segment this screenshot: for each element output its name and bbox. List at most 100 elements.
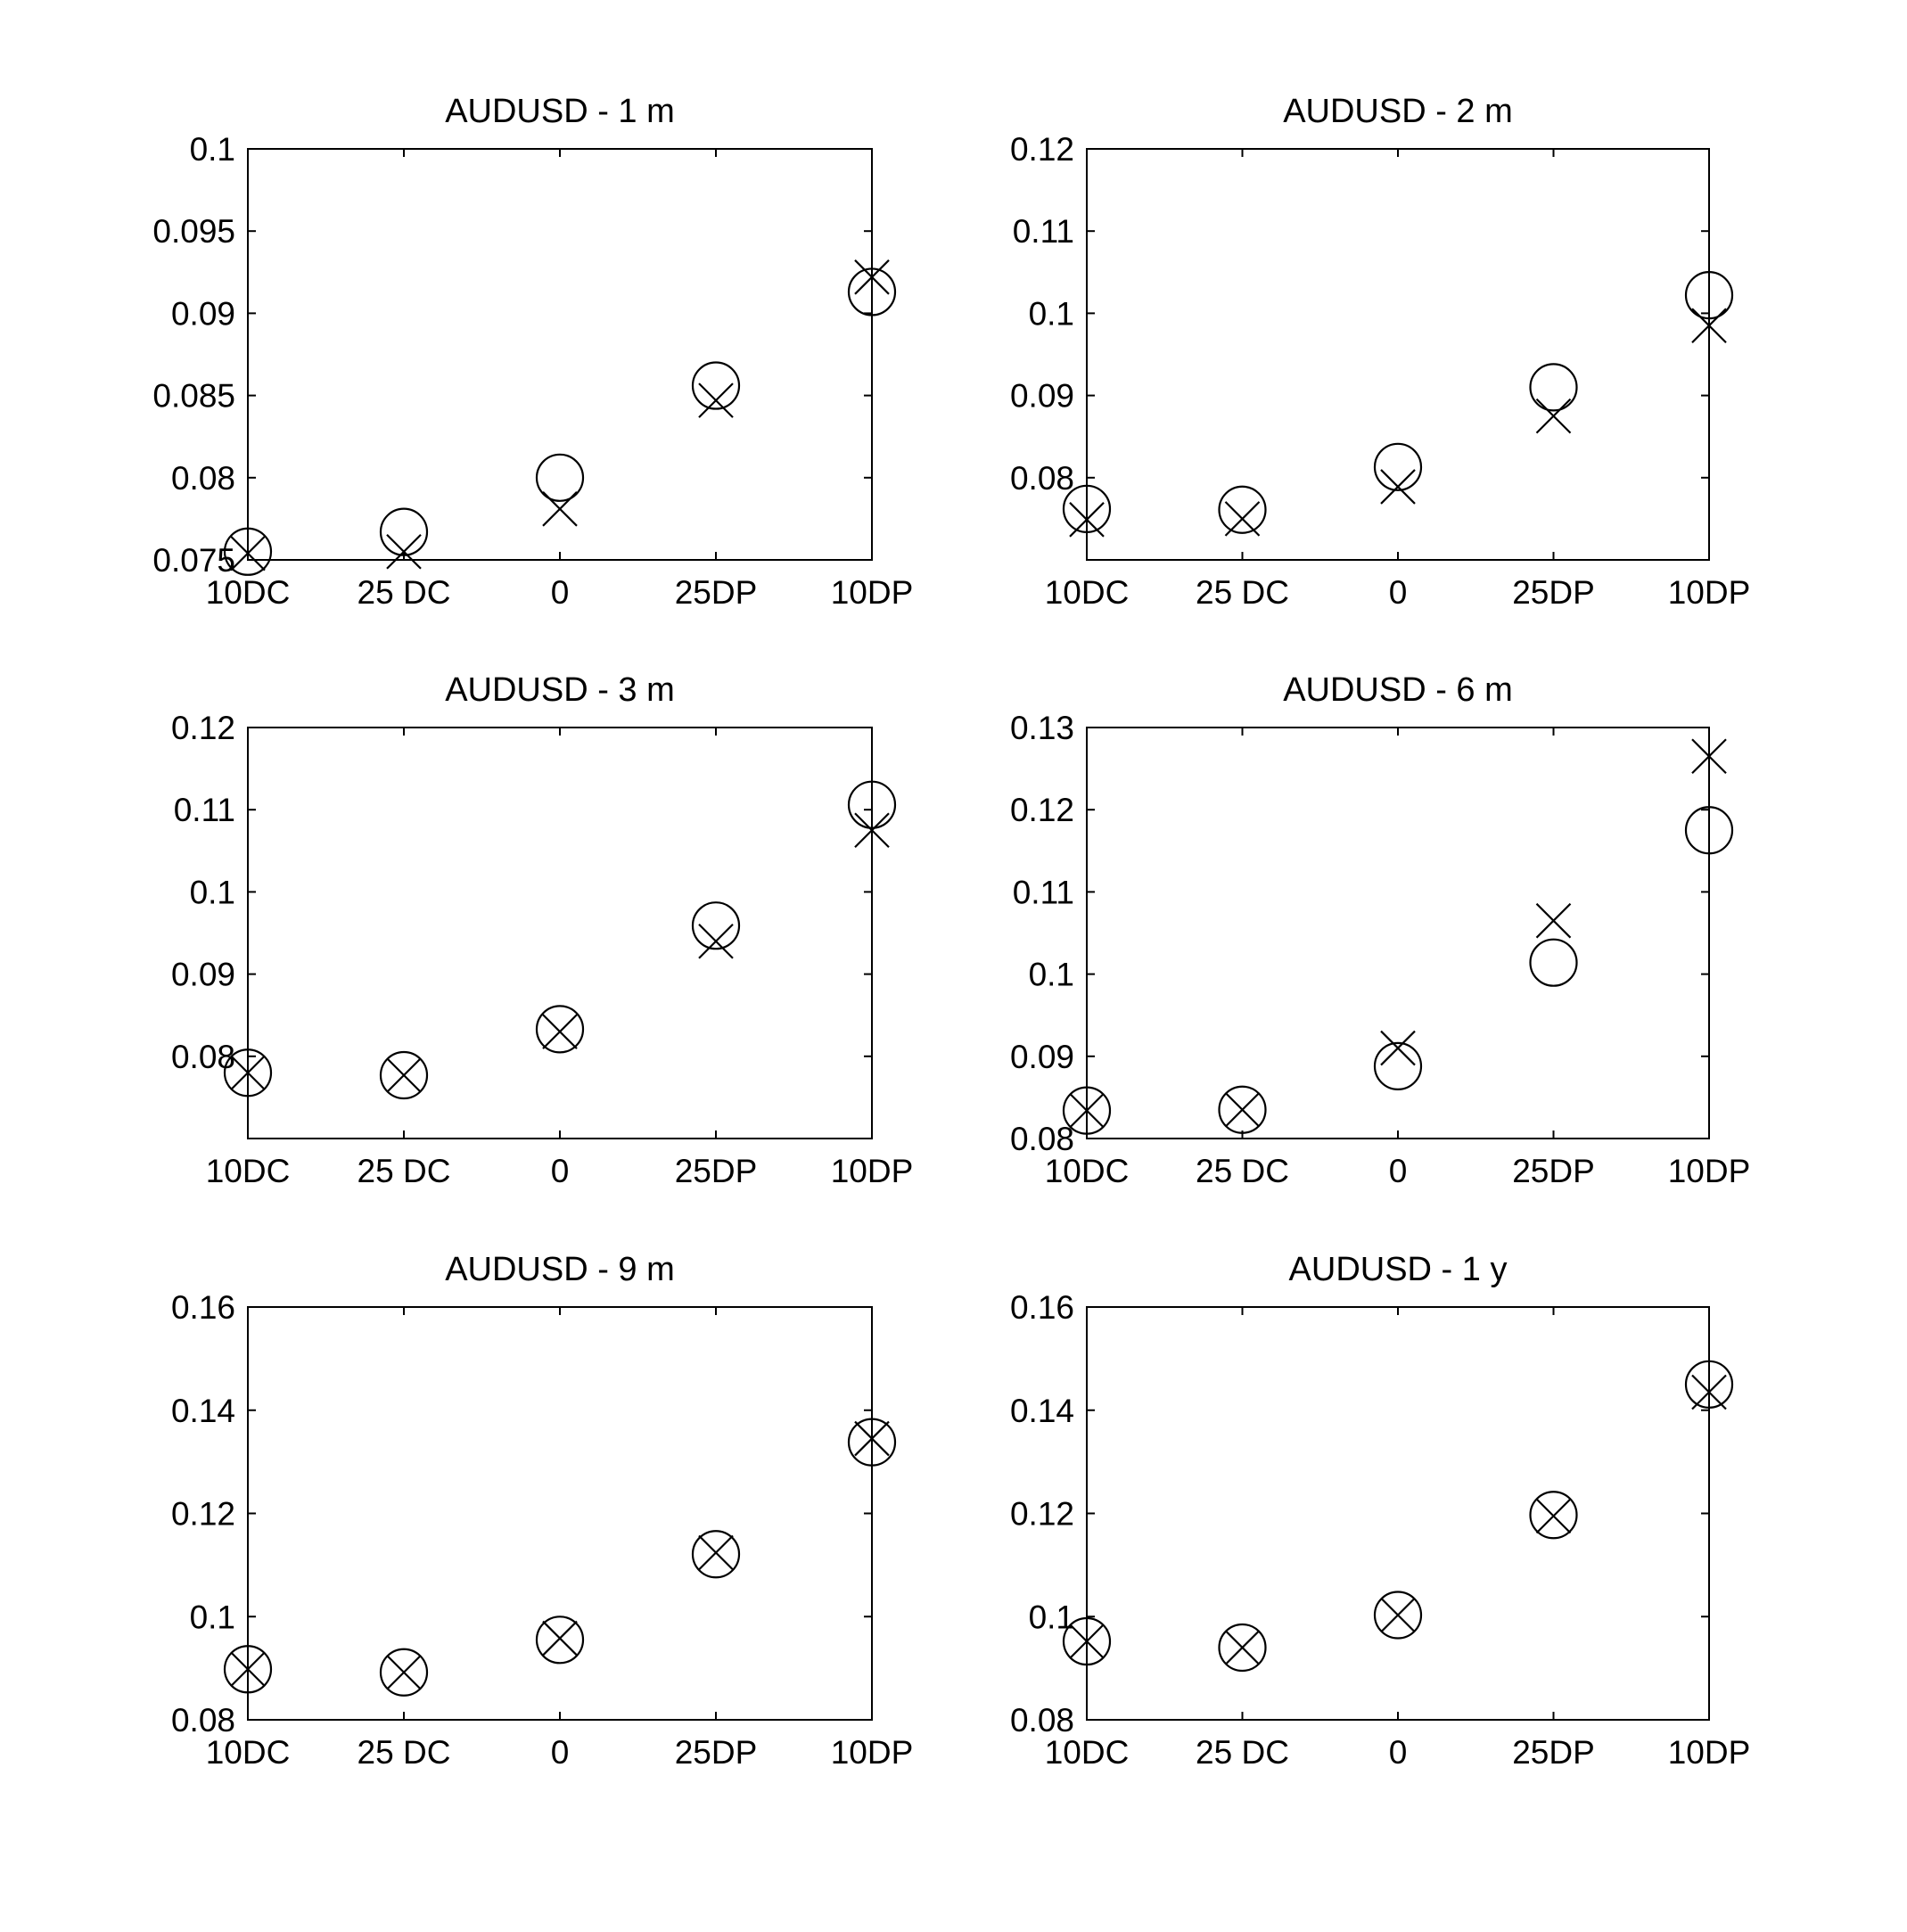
y-tick-label: 0.085	[152, 378, 235, 415]
data-point-circle	[379, 1050, 429, 1100]
chart-title: AUDUSD - 9 m	[445, 1251, 675, 1288]
data-point-circle	[1373, 1041, 1423, 1090]
x-tick-label: 0	[1389, 1734, 1408, 1771]
data-point-circle	[691, 1530, 741, 1579]
data-point-circle	[1062, 484, 1112, 533]
data-point-cross	[230, 1055, 266, 1091]
chart-panel: AUDUSD - 6 m 10DC 25 DC 0 25DP 10DP 0.08 0.09 0.…	[1010, 671, 1750, 1189]
data-point-cross	[698, 923, 734, 959]
x-tick-label: 0	[551, 1734, 570, 1771]
y-tick-label: 0.1	[1029, 957, 1074, 993]
data-point-cross	[1691, 1374, 1727, 1410]
y-tick-label: 0.075	[152, 542, 235, 579]
data-point-cross	[1691, 308, 1727, 344]
data-point-circle	[535, 1615, 585, 1665]
data-point-circle	[1373, 442, 1423, 491]
data-point-circle	[379, 507, 429, 556]
x-tick-label: 25DP	[1512, 1734, 1595, 1771]
data-point-cross	[1380, 469, 1416, 505]
y-tick-label: 0.12	[1010, 131, 1074, 168]
data-point-circle	[535, 453, 585, 502]
x-tick-label: 0	[1389, 1153, 1408, 1189]
x-tick-label: 25DP	[675, 574, 758, 611]
data-point-cross	[854, 259, 890, 295]
data-point-circle	[1218, 1623, 1267, 1673]
chart-title: AUDUSD - 1 m	[445, 93, 675, 130]
y-tick-label: 0.1	[190, 1599, 235, 1635]
x-tick-label: 25 DC	[358, 1734, 451, 1771]
chart-title: AUDUSD - 3 m	[445, 671, 675, 709]
data-point-circle	[1062, 1616, 1112, 1666]
data-point-cross	[542, 1620, 578, 1657]
data-point-cross	[1535, 902, 1572, 939]
data-point-circle	[1218, 485, 1267, 534]
y-tick-label: 0.09	[1010, 1039, 1074, 1075]
data-point-circle	[1218, 1085, 1267, 1134]
y-tick-label: 0.12	[171, 710, 235, 746]
data-point-cross	[1535, 1498, 1572, 1534]
axes-frame	[1086, 727, 1710, 1139]
x-tick-label: 25 DC	[358, 574, 451, 611]
chart-title: AUDUSD - 2 m	[1283, 93, 1513, 130]
x-tick-label: 10DP	[1668, 1153, 1751, 1189]
x-tick-label: 10DC	[206, 574, 291, 611]
data-point-cross	[698, 382, 734, 418]
x-tick-label: 0	[1389, 574, 1408, 611]
data-point-circle	[1373, 1591, 1423, 1640]
y-tick-label: 0.14	[1010, 1393, 1074, 1429]
x-tick-label: 10DP	[831, 574, 914, 611]
data-point-cross	[698, 1534, 734, 1571]
x-tick-label: 25DP	[675, 1153, 758, 1189]
y-tick-label: 0.11	[174, 792, 235, 828]
axes-frame	[247, 727, 873, 1139]
data-point-cross	[386, 534, 422, 570]
data-point-circle	[847, 267, 897, 317]
x-tick-label: 10DC	[1045, 1734, 1130, 1771]
data-point-circle	[1684, 806, 1734, 855]
axes-frame	[247, 1306, 873, 1721]
y-tick-label: 0.1	[1029, 295, 1074, 332]
y-tick-label: 0.14	[171, 1393, 235, 1429]
data-point-cross	[1069, 502, 1105, 538]
y-tick-label: 0.08	[1010, 460, 1074, 497]
y-tick-label: 0.11	[1013, 874, 1074, 910]
y-tick-label: 0.09	[171, 957, 235, 993]
data-point-circle	[1062, 1086, 1112, 1135]
x-tick-label: 25 DC	[1196, 1153, 1289, 1189]
y-tick-label: 0.08	[1010, 1121, 1074, 1157]
y-tick-label: 0.13	[1010, 710, 1074, 746]
y-tick-label: 0.08	[171, 1702, 235, 1739]
chart-panel: AUDUSD - 1 m 10DC 25 DC 0 25DP 10DP 0.075 0.08 0…	[152, 93, 913, 611]
x-tick-label: 10DP	[1668, 574, 1751, 611]
data-point-cross	[386, 1654, 422, 1690]
x-tick-label: 25 DC	[1196, 574, 1289, 611]
x-tick-label: 10DP	[831, 1153, 914, 1189]
y-tick-label: 0.1	[190, 874, 235, 910]
y-tick-label: 0.11	[1013, 213, 1074, 250]
data-point-circle	[847, 780, 897, 829]
data-point-cross	[1224, 501, 1261, 537]
data-point-cross	[854, 1420, 890, 1457]
y-tick-label: 0.095	[152, 213, 235, 250]
data-point-cross	[542, 1014, 578, 1049]
chart-title: AUDUSD - 6 m	[1283, 671, 1513, 709]
data-point-circle	[223, 1048, 273, 1098]
axes-frame	[1086, 1306, 1710, 1721]
axes-frame	[1086, 148, 1710, 561]
y-tick-label: 0.09	[171, 295, 235, 332]
data-point-circle	[379, 1648, 429, 1697]
data-point-cross	[854, 812, 890, 849]
data-point-cross	[1380, 1597, 1416, 1633]
data-point-cross	[1224, 1091, 1261, 1128]
chart-title: AUDUSD - 1 y	[1289, 1251, 1508, 1288]
y-tick-label: 0.12	[1010, 792, 1074, 828]
data-point-cross	[1535, 398, 1572, 434]
y-tick-label: 0.08	[1010, 1702, 1074, 1739]
data-point-circle	[1529, 938, 1578, 987]
data-point-cross	[1069, 1092, 1105, 1129]
data-point-cross	[230, 535, 266, 571]
data-point-circle	[535, 1005, 585, 1054]
data-point-circle	[691, 361, 741, 410]
